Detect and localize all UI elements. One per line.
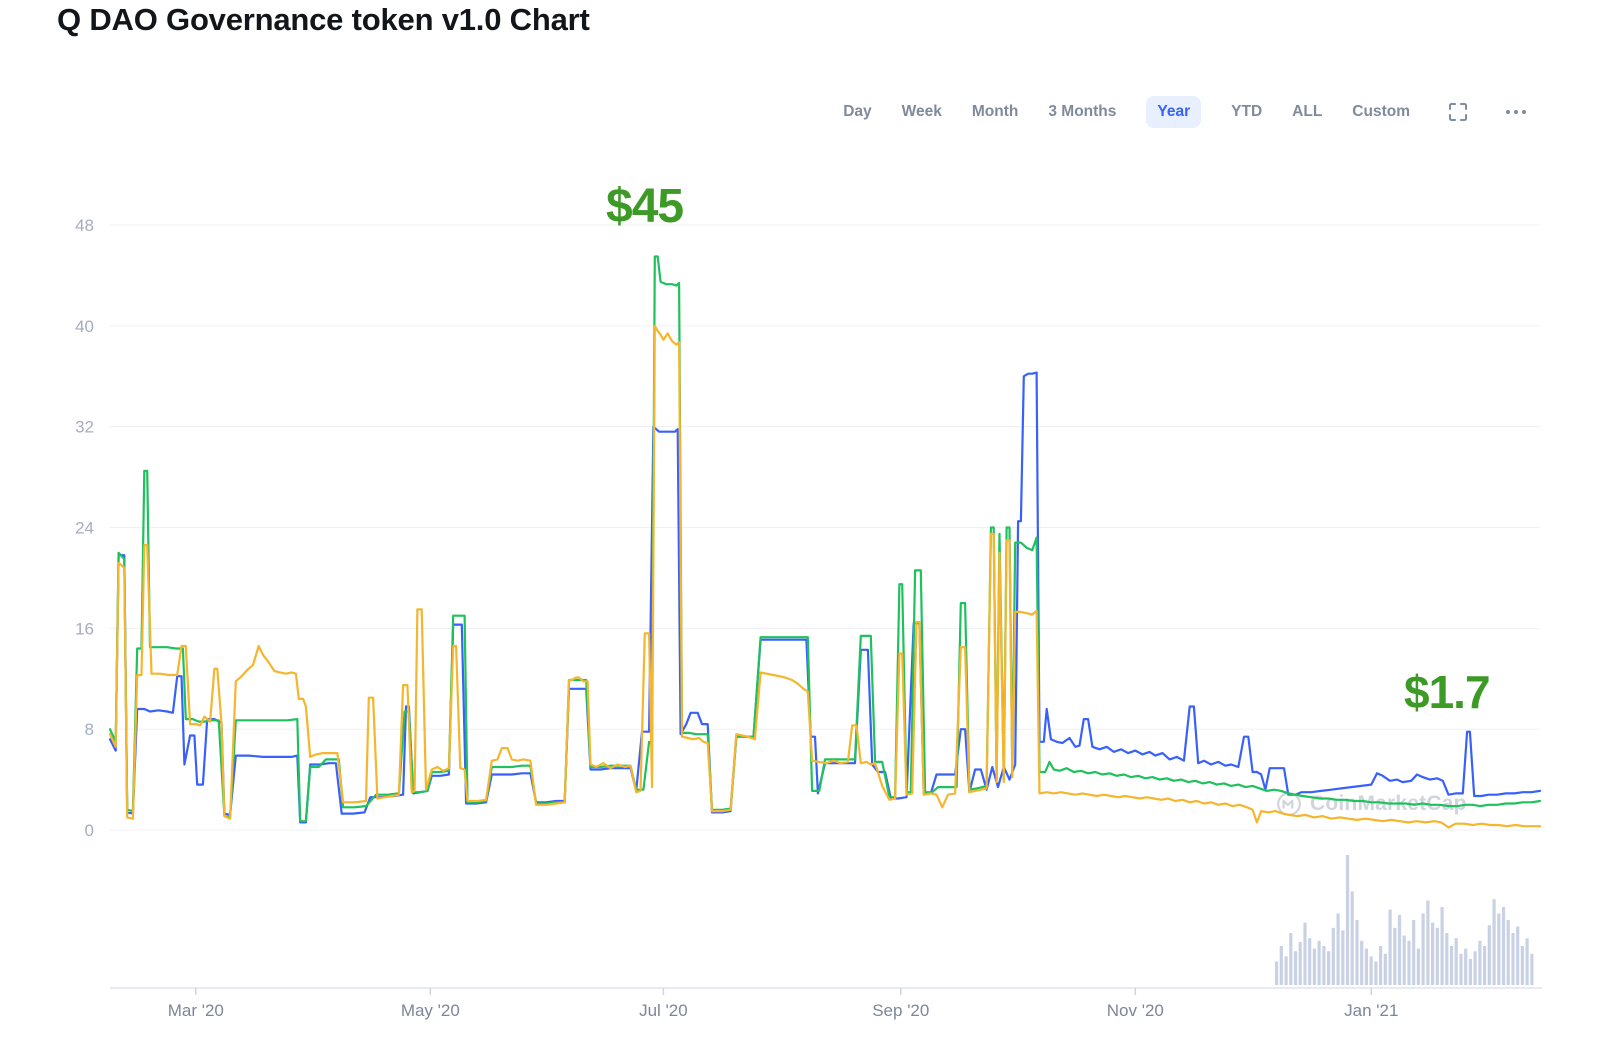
range-button-day[interactable]: Day [843,103,872,121]
page-title: Q DAO Governance token v1.0 Chart [57,2,590,37]
x-axis-tick-label: Sep '20 [872,1001,929,1020]
y-axis-tick-label: 40 [75,317,94,336]
annotation-peak-price: $45 [606,180,684,233]
range-button-custom[interactable]: Custom [1352,103,1410,121]
y-axis-tick-label: 32 [75,418,94,437]
x-axis-tick-label: May '20 [401,1001,460,1020]
x-axis-tick-label: Nov '20 [1107,1001,1164,1020]
annotation-current-price: $1.7 [1404,666,1491,718]
x-axis-tick-label: Mar '20 [168,1001,224,1020]
y-axis-tick-label: 48 [75,216,94,235]
range-toolbar: Day Week Month 3 Months Year YTD ALL Cus… [843,94,1528,130]
fullscreen-button[interactable] [1448,102,1468,122]
x-axis-tick-label: Jul '20 [639,1001,688,1020]
y-axis-tick-label: 16 [75,619,94,638]
fullscreen-icon [1448,102,1468,122]
range-button-3-months[interactable]: 3 Months [1048,103,1117,121]
ellipsis-icon [1504,102,1528,122]
range-button-month[interactable]: Month [971,103,1019,121]
gridlines: 0 8 16 24 32 40 48 [75,216,1540,840]
range-button-all[interactable]: ALL [1292,103,1323,121]
y-axis-tick-label: 24 [75,519,94,538]
series-green-line [108,255,1542,823]
more-options-button[interactable] [1504,102,1528,122]
series-yellow-line [108,324,1542,829]
x-axis: Mar '20 May '20 Jul '20 Sep '20 Nov '20 Jan '… [110,987,1542,1020]
volume-bars [1275,855,1534,985]
series-blue-line [108,371,1542,824]
y-axis-tick-label: 0 [85,821,94,840]
y-axis-tick-label: 8 [85,720,94,739]
range-button-week[interactable]: Week [901,103,942,121]
x-axis-tick-label: Jan '21 [1344,1001,1398,1020]
range-button-year[interactable]: Year [1146,96,1202,128]
range-button-ytd[interactable]: YTD [1231,103,1263,121]
